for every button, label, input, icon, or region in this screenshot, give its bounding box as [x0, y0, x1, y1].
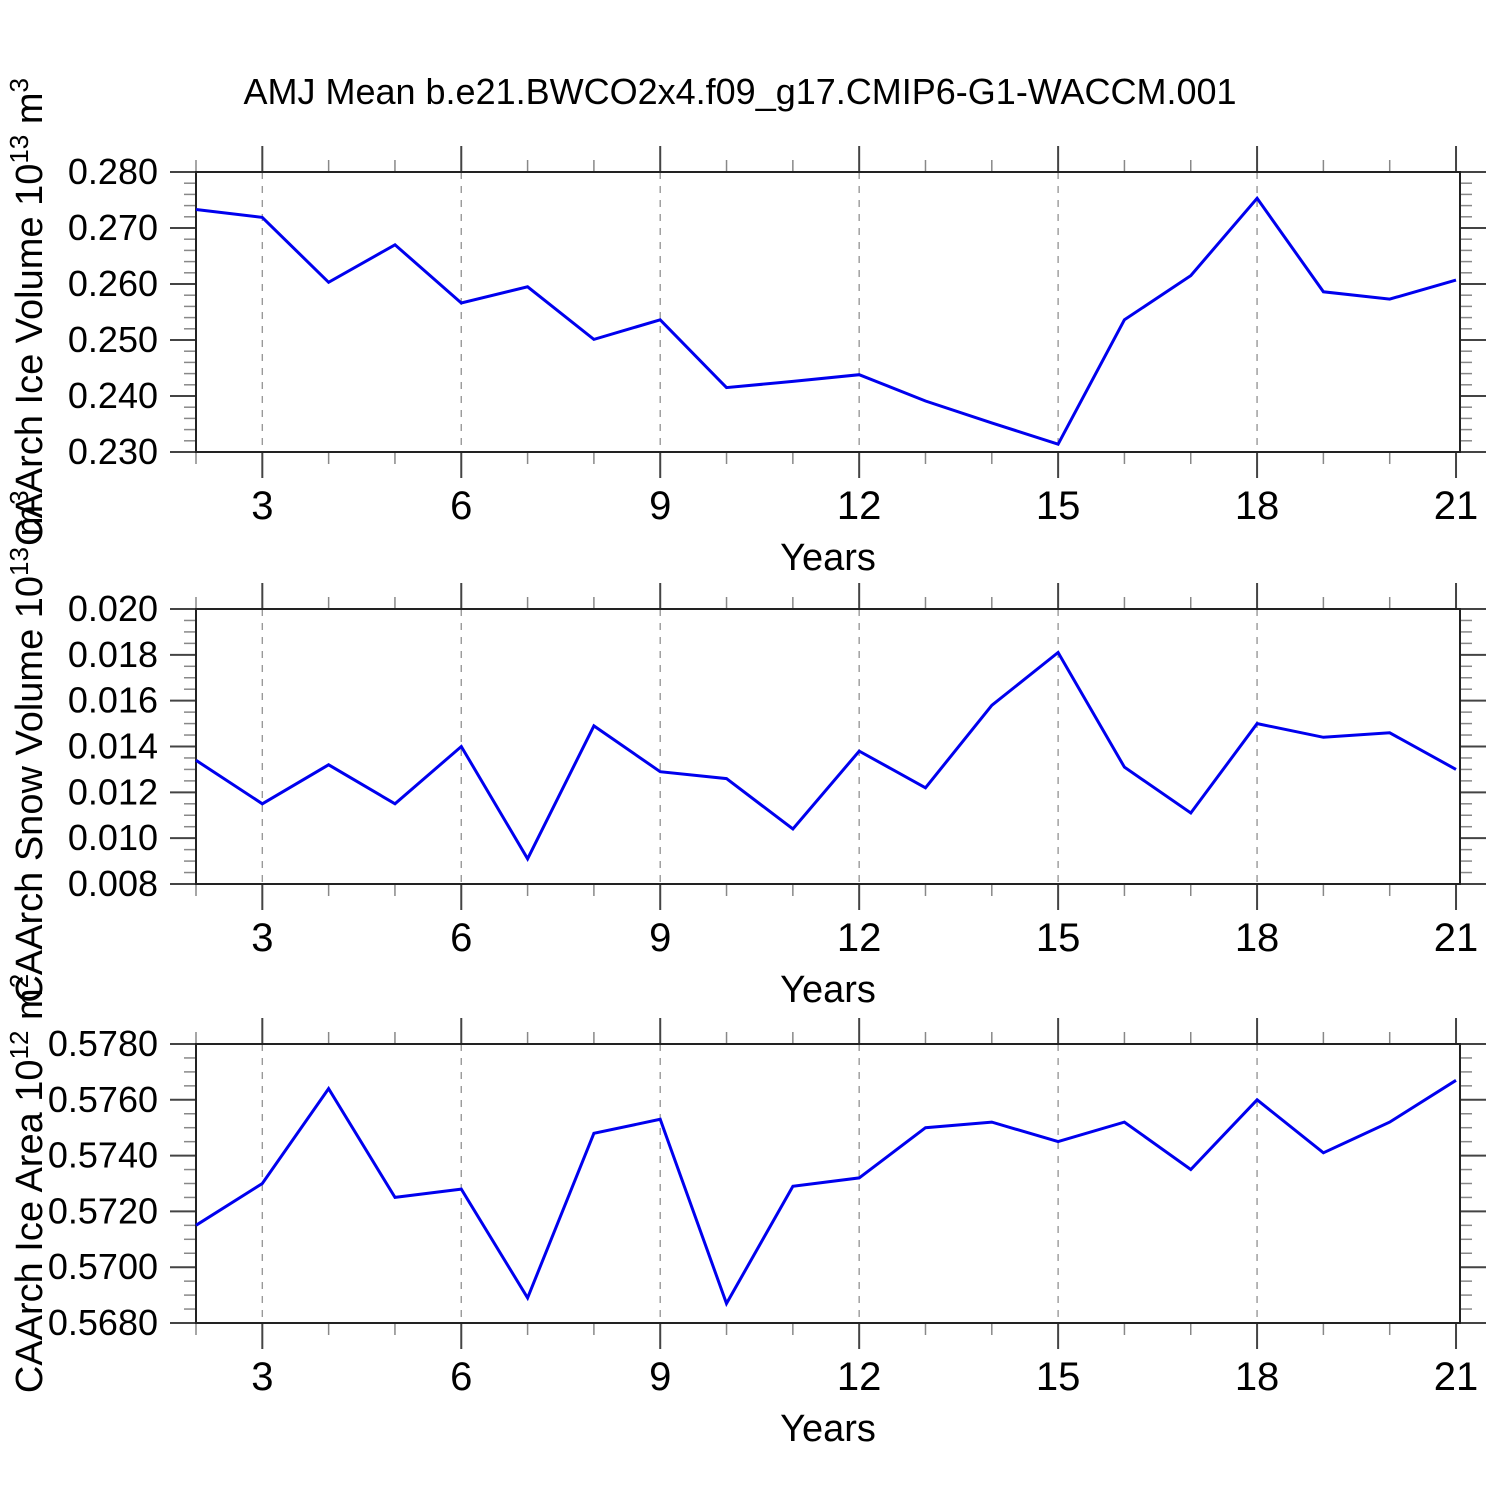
x-tick-label: 21: [1434, 484, 1479, 528]
x-tick-label: 6: [450, 916, 472, 960]
x-tick-label: 6: [450, 1355, 472, 1399]
y-tick-label: 0.280: [68, 151, 158, 192]
y-tick-label: 0.018: [68, 634, 158, 675]
x-tick-label: 15: [1036, 916, 1081, 960]
x-tick-label: 3: [251, 916, 273, 960]
y-tick-label: 0.5680: [48, 1302, 158, 1343]
y-tick-label: 0.008: [68, 863, 158, 904]
y-tick-label: 0.270: [68, 207, 158, 248]
y-tick-label: 0.5760: [48, 1079, 158, 1120]
x-tick-label: 21: [1434, 916, 1479, 960]
plot-border: [195, 171, 1461, 453]
y-tick-label: 0.010: [68, 817, 158, 858]
x-tick-label: 21: [1434, 1355, 1479, 1399]
x-tick-label: 18: [1235, 1355, 1280, 1399]
y-tick-label: 0.016: [68, 680, 158, 721]
panel-ice-volume: 0.230 0.240 0.250 0.260 0.270 0.280 3 6 9 12 15 18 2…: [4, 78, 1486, 579]
x-tick-label: 3: [251, 1355, 273, 1399]
data-line-snow-volume: [195, 650, 1457, 862]
x-tick-label: 12: [837, 1355, 882, 1399]
plot-border: [195, 1043, 1461, 1324]
x-tick-label: 18: [1235, 916, 1280, 960]
plot-border: [195, 608, 1461, 885]
chart-title: AMJ Mean b.e21.BWCO2x4.f09_g17.CMIP6-G1-…: [243, 71, 1236, 112]
x-tick-label: 15: [1036, 1355, 1081, 1399]
y-tick-label: 0.5780: [48, 1023, 158, 1064]
x-axis-title: Years: [780, 969, 876, 1011]
x-tick-label: 12: [837, 916, 882, 960]
y-tick-label: 0.250: [68, 319, 158, 360]
y-axis-title: CAArch Ice Volume 1013 m3: [4, 78, 51, 546]
x-tick-label: 9: [649, 484, 671, 528]
y-tick-label: 0.5740: [48, 1135, 158, 1176]
x-axis-title: Years: [780, 537, 876, 579]
y-tick-label: 0.260: [68, 263, 158, 304]
y-axis-title: CAArch Ice Area 1012 m2: [4, 974, 51, 1393]
x-tick-label: 12: [837, 484, 882, 528]
panel-ice-area: 0.5680 0.5700 0.5720 0.5740 0.5760 0.5780 3 6 9 1…: [4, 974, 1486, 1450]
x-tick-label: 15: [1036, 484, 1081, 528]
x-tick-label: 3: [251, 484, 273, 528]
y-tick-label: 0.012: [68, 771, 158, 812]
data-line-ice-volume: [195, 195, 1457, 447]
x-tick-label: 9: [649, 916, 671, 960]
chart-panels: 0.230 0.240 0.250 0.260 0.270 0.280 3 6 9 12 15 18 2…: [4, 78, 1486, 1450]
y-tick-label: 0.014: [68, 726, 158, 767]
y-tick-label: 0.5720: [48, 1190, 158, 1231]
x-tick-label: 6: [450, 484, 472, 528]
x-tick-label: 18: [1235, 484, 1280, 528]
y-tick-label: 0.240: [68, 375, 158, 416]
x-tick-label: 9: [649, 1355, 671, 1399]
x-axis-title: Years: [780, 1408, 876, 1450]
y-tick-label: 0.230: [68, 431, 158, 472]
y-axis-title: CAArch Snow Volume 1013 m3: [4, 490, 51, 1002]
data-line-ice-area: [195, 1079, 1457, 1308]
y-tick-label: 0.5700: [48, 1246, 158, 1287]
y-tick-label: 0.020: [68, 588, 158, 629]
